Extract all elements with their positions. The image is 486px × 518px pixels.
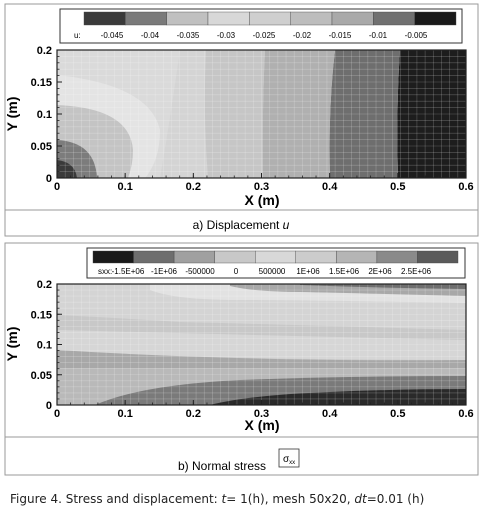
panel-a-xtick-label: 0.6 <box>458 181 473 193</box>
panel-a-xtick-label: 0.5 <box>390 181 405 193</box>
contour-b-band-low4 <box>210 389 466 405</box>
panel-b-xtick-label: 0.3 <box>254 408 269 420</box>
panel-b-caption: b) Normal stress <box>178 459 266 473</box>
panel-a-ytick-label: 0.1 <box>37 109 52 121</box>
panel-a-legend-level: -0.035 <box>177 31 200 40</box>
panel-b-ytick-label: 0.1 <box>37 340 52 352</box>
panel-a-legend-swatch <box>414 11 457 26</box>
panel-b-xtick-label: 0.4 <box>322 408 338 420</box>
panel-a-legend-level: -0.03 <box>217 31 236 40</box>
panel-b-xlabel: X (m) <box>245 417 280 433</box>
panel-b: sxx: -1.5E+06 -1E+06 -500000 0 500000 1E+06 1.… <box>4 242 479 476</box>
panel-b-legend-swatch <box>376 250 418 264</box>
panel-b-ylabel: Y (m) <box>4 327 20 362</box>
panel-b-xtick-label: 0.1 <box>118 408 133 420</box>
panel-a-ytick-label: 0.2 <box>37 45 52 57</box>
contour-a-band-m0p015 <box>262 50 335 178</box>
panel-a-legend-level: -0.015 <box>329 31 352 40</box>
figure-caption-dt-symbol: dt <box>354 492 367 506</box>
panel-a-legend-swatch <box>166 11 209 26</box>
contour-a-band-m0p01 <box>329 50 400 178</box>
panel-a-ytick-label: 0.15 <box>31 77 52 89</box>
panel-a-legend: u: -0.045 -0.04 -0.035 -0.03 -0.025 -0.02 -0.0… <box>59 8 463 44</box>
panel-a-ytick-label: 0.05 <box>31 141 52 153</box>
panel-b-mesh <box>57 284 466 405</box>
panel-b-legend-level: 500000 <box>259 267 286 276</box>
figure-caption-t-symbol: t <box>221 492 227 506</box>
panel-a-ylabel: Y (m) <box>4 97 20 132</box>
panel-a-xtick-label: 0.1 <box>118 181 133 193</box>
panel-a-xtick-label: 0 <box>54 181 60 193</box>
panel-b-legend-level: -1.5E+06 <box>112 267 145 276</box>
panel-b-legend-level: -1E+06 <box>151 267 178 276</box>
figure-caption: Figure 4. Stress and displacement: t= 1(… <box>10 492 424 506</box>
panel-a-legend-level: -0.025 <box>253 31 276 40</box>
panel-b-legend-swatch <box>295 250 337 264</box>
panel-a: u: -0.045 -0.04 -0.035 -0.03 -0.025 -0.02 -0.0… <box>4 3 479 237</box>
panel-b-legend-swatch <box>173 250 215 264</box>
panel-b-xtick-label: 0.5 <box>390 408 405 420</box>
panel-a-legend-swatch <box>83 11 126 26</box>
panel-a-xlabel: X (m) <box>245 192 280 208</box>
panel-a-xtick-label: 0.3 <box>254 181 269 193</box>
panel-b-legend-swatch <box>417 250 459 264</box>
panel-a-xtick-label: 0.2 <box>186 181 201 193</box>
figure-caption-t-value: = 1 <box>226 492 248 506</box>
panel-b-legend-swatch <box>133 250 175 264</box>
panel-b-ytick-label: 0.15 <box>31 309 52 321</box>
panel-b-xtick-label: 0.2 <box>186 408 201 420</box>
panel-b-legend-level: 1.5E+06 <box>329 267 360 276</box>
panel-b-legend-swatch <box>336 250 378 264</box>
panel-a-caption: a) Displacement u <box>193 218 290 232</box>
panel-b-legend-level: 2E+06 <box>368 267 392 276</box>
panel-b-legend-swatch <box>92 250 134 264</box>
panel-a-ytick-label: 0 <box>46 173 52 185</box>
panel-b-legend-level: 0 <box>234 267 239 276</box>
panel-b-ytick-label: 0 <box>46 400 52 412</box>
panel-b-legend: sxx: -1.5E+06 -1E+06 -500000 0 500000 1E+06 1.… <box>86 247 466 279</box>
figure-caption-t-unit: (h), mesh 50x20, <box>247 492 355 506</box>
panel-b-legend-label: sxx: <box>98 267 112 276</box>
panel-b-xtick-label: 0 <box>54 408 60 420</box>
panel-a-xtick-label: 0.4 <box>322 181 338 193</box>
panel-a-legend-swatch <box>331 11 374 26</box>
panel-b-caption-symbol: σxx <box>283 454 295 466</box>
panel-b-legend-swatch <box>214 250 256 264</box>
panel-b-legend-level: 2.5E+06 <box>401 267 432 276</box>
panel-b-legend-level: 1E+06 <box>296 267 320 276</box>
panel-a-legend-swatch <box>373 11 415 26</box>
panel-a-legend-swatch <box>125 11 167 26</box>
panel-b-xtick-label: 0.6 <box>458 408 473 420</box>
panel-a-legend-swatch <box>207 11 250 26</box>
panel-b-legend-level: -500000 <box>185 267 215 276</box>
panel-b-ytick-label: 0.2 <box>37 279 52 291</box>
panel-a-legend-label: u: <box>74 31 81 40</box>
figure-caption-prefix: Figure 4. Stress and displacement: <box>10 492 222 506</box>
panel-a-legend-swatch <box>249 11 291 26</box>
panel-a-legend-swatch <box>290 11 333 26</box>
panel-a-legend-level: -0.005 <box>405 31 428 40</box>
contour-a-core <box>57 160 77 178</box>
figure-caption-dt-value: =0.01 (h) <box>366 492 425 506</box>
panel-a-legend-level: -0.045 <box>101 31 124 40</box>
panel-a-legend-level: -0.01 <box>369 31 388 40</box>
contour-a-band-m0p02 <box>204 50 265 178</box>
panel-b-ytick-label: 0.05 <box>31 370 52 382</box>
panel-b-legend-swatch <box>255 250 296 264</box>
panel-a-mesh <box>57 50 466 178</box>
panel-b-caption-symbol-box <box>278 448 300 468</box>
panel-a-legend-level: -0.04 <box>141 31 160 40</box>
panel-b-plot <box>57 284 466 405</box>
panel-a-plot <box>57 50 466 178</box>
contour-a-band-m0p005 <box>397 50 466 178</box>
contour-b-band-top-dark <box>300 284 466 289</box>
panel-a-legend-level: -0.02 <box>293 31 312 40</box>
contour-b-band-mid-light <box>57 330 466 360</box>
